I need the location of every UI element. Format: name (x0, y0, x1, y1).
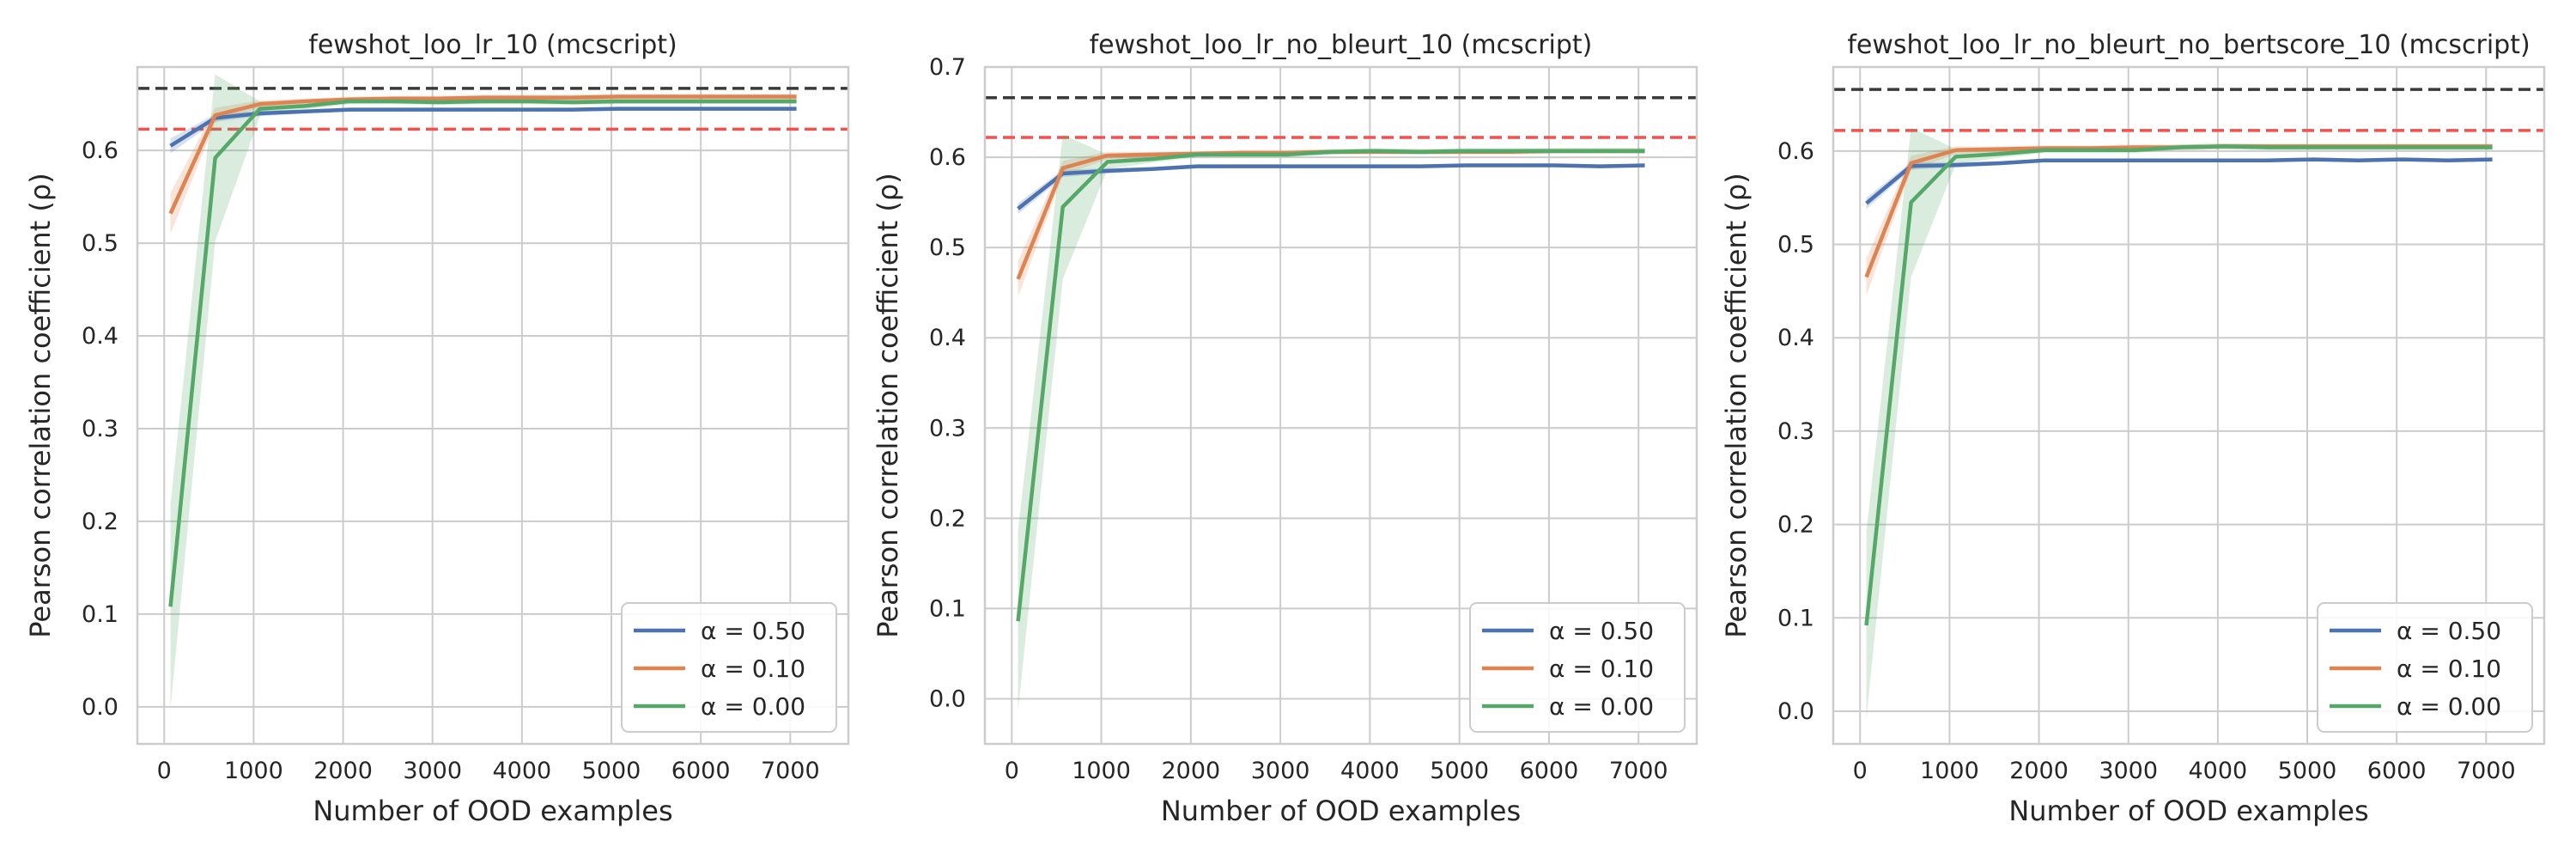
x-tick-label: 4000 (1340, 758, 1400, 784)
x-tick-label: 4000 (2188, 758, 2247, 784)
legend-box (1469, 602, 1686, 733)
legend-label-3: α = 0.00 (2397, 692, 2501, 721)
chart-title: fewshot_loo_lr_no_bleurt_10 (mcscript) (1090, 30, 1593, 60)
series-band-3 (1018, 134, 1645, 712)
series-line-3 (168, 99, 797, 607)
y-tick-label: 0.6 (82, 137, 118, 164)
chart-panel-1: 0 1000 2000 3000 4000 5000 6000 7000 0.0 0.1 0.2 0.… (24, 30, 850, 827)
x-tick-label: 0 (1853, 758, 1868, 784)
series-line-1 (1865, 157, 2493, 205)
x-tick-label: 1000 (1920, 758, 1979, 784)
x-tick-label: 2000 (313, 758, 373, 784)
legend-box (621, 602, 837, 733)
y-tick-label: 0.2 (929, 505, 966, 532)
y-tick-label: 0.6 (1777, 138, 1814, 165)
y-tick-label: 0.4 (1777, 325, 1814, 351)
x-tick-label: 2000 (1161, 758, 1220, 784)
y-tick-label: 0.0 (1777, 698, 1814, 725)
y-tick-label: 0.5 (929, 235, 966, 261)
legend: α = 0.50 α = 0.10 α = 0.00 (1469, 602, 1686, 733)
x-tick-label: 3000 (403, 758, 462, 784)
y-tick-label: 0.5 (82, 230, 118, 257)
y-tick-label: 0.3 (82, 416, 118, 442)
x-tick-label: 5000 (2278, 758, 2337, 784)
series-line-1 (1017, 163, 1645, 210)
y-axis-label: Pearson correlation coefficient (ρ) (872, 173, 904, 637)
chart-title: fewshot_loo_lr_10 (mcscript) (308, 30, 677, 60)
x-tick-label: 3000 (1251, 758, 1310, 784)
x-tick-label: 6000 (671, 758, 731, 784)
plot-frame (1832, 65, 2546, 746)
series-band-1 (1866, 157, 2493, 210)
y-tick-label: 0.0 (929, 685, 966, 712)
y-axis-label: Pearson correlation coefficient (ρ) (1720, 173, 1753, 637)
series-line-3 (1016, 149, 1645, 622)
legend-label-2: α = 0.10 (1549, 655, 1654, 683)
x-tick-label: 7000 (761, 758, 820, 784)
x-axis-label: Number of OOD examples (313, 795, 672, 827)
legend-label-2: α = 0.10 (2397, 655, 2501, 683)
legend-box (2317, 602, 2533, 733)
y-tick-label: 0.7 (929, 54, 966, 81)
y-tick-label: 0.1 (929, 595, 966, 622)
x-tick-label: 4000 (492, 758, 551, 784)
x-tick-label: 1000 (224, 758, 283, 784)
y-tick-label: 0.4 (929, 325, 966, 351)
plot-frame (136, 65, 850, 746)
x-tick-label: 6000 (1520, 758, 1579, 784)
chart-title: fewshot_loo_lr_no_bleurt_no_bertscore_10… (1847, 30, 2530, 60)
y-tick-label: 0.1 (82, 601, 118, 628)
legend: α = 0.50 α = 0.10 α = 0.00 (621, 602, 837, 733)
x-tick-label: 7000 (2457, 758, 2516, 784)
series-band-2 (170, 94, 797, 235)
y-tick-label: 0.3 (929, 415, 966, 442)
chart-panel-2: 0 1000 2000 3000 4000 5000 6000 7000 0.0 0.1 0.2 0.… (872, 30, 1698, 827)
chart-panel-3: 0 1000 2000 3000 4000 5000 6000 7000 0.0 0.1 0.2 0.… (1720, 30, 2546, 827)
y-axis-label: Pearson correlation coefficient (ρ) (24, 173, 57, 637)
y-tick-label: 0.5 (1777, 232, 1814, 259)
y-tick-label: 0.1 (1777, 605, 1814, 631)
legend-label-1: α = 0.50 (1549, 617, 1654, 645)
series-line-2 (168, 94, 797, 215)
legend-label-1: α = 0.50 (701, 617, 805, 645)
x-tick-label: 0 (157, 758, 172, 784)
x-tick-label: 0 (1005, 758, 1019, 784)
x-tick-label: 1000 (1072, 758, 1131, 784)
y-tick-label: 0.3 (1777, 418, 1814, 445)
legend-label-2: α = 0.10 (701, 655, 805, 683)
y-tick-label: 0.6 (929, 144, 966, 171)
legend-label-3: α = 0.00 (1549, 692, 1654, 721)
x-tick-label: 5000 (1430, 758, 1489, 784)
y-tick-label: 0.2 (82, 509, 118, 535)
x-tick-label: 7000 (1609, 758, 1668, 784)
y-tick-label: 0.2 (1777, 512, 1814, 539)
x-tick-label: 3000 (2099, 758, 2158, 784)
y-tick-label: 0.0 (82, 694, 118, 721)
x-tick-label: 5000 (582, 758, 641, 784)
x-tick-label: 6000 (2367, 758, 2427, 784)
x-tick-label: 2000 (2009, 758, 2069, 784)
legend-label-3: α = 0.00 (701, 692, 805, 721)
legend: α = 0.50 α = 0.10 α = 0.00 (2317, 602, 2533, 733)
x-axis-label: Number of OOD examples (2008, 795, 2368, 827)
series-line-1 (169, 107, 797, 148)
y-tick-label: 0.4 (82, 323, 118, 350)
legend-label-1: α = 0.50 (2397, 617, 2501, 645)
x-axis-label: Number of OOD examples (1161, 795, 1521, 827)
plot-frame (983, 65, 1698, 746)
series-line-3 (1864, 144, 2493, 626)
